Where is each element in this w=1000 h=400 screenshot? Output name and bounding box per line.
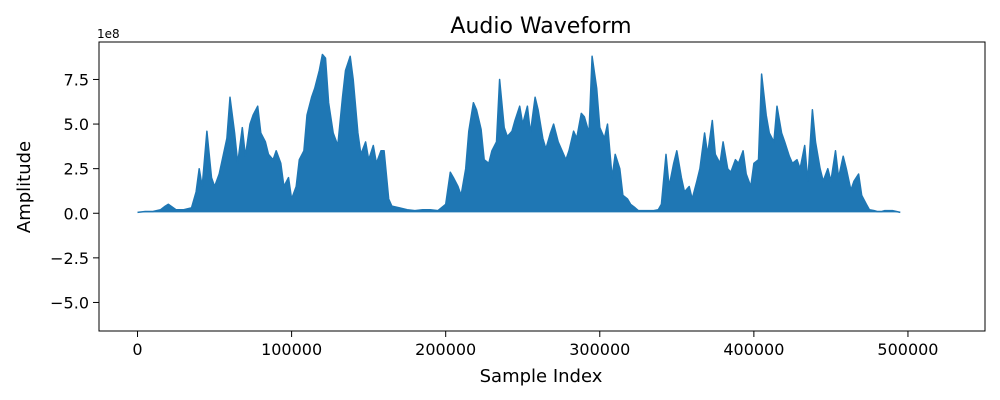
y-tick-label: 7.5: [64, 70, 89, 89]
plot-frame: [98, 41, 986, 332]
y-tick-label: 2.5: [64, 160, 89, 179]
y-offset-label: 1e8: [97, 27, 120, 41]
y-tick-label: 0.0: [64, 204, 89, 223]
y-axis-title: Amplitude: [14, 141, 35, 233]
x-tick-label: 400000: [723, 340, 784, 359]
y-tick-label: −2.5: [50, 249, 89, 268]
chart-title: Audio Waveform: [450, 14, 631, 39]
x-tick-label: 100000: [261, 340, 322, 359]
x-tick-label: 500000: [877, 340, 938, 359]
plot-area: 0 100000 200000 300000 400000 500000 −5.0 −2.5…: [50, 41, 986, 359]
x-tick-label: 0: [132, 340, 142, 359]
y-tick-label: 5.0: [64, 115, 89, 134]
y-axis: −5.0 −2.5 0.0 2.5 5.0 7.5: [50, 70, 99, 312]
x-axis-title: Sample Index: [480, 366, 603, 387]
y-tick-label: −5.0: [50, 293, 89, 312]
waveform-series: [137, 53, 901, 214]
x-axis: 0 100000 200000 300000 400000 500000: [132, 331, 938, 359]
x-tick-label: 200000: [415, 340, 476, 359]
x-tick-label: 300000: [569, 340, 630, 359]
